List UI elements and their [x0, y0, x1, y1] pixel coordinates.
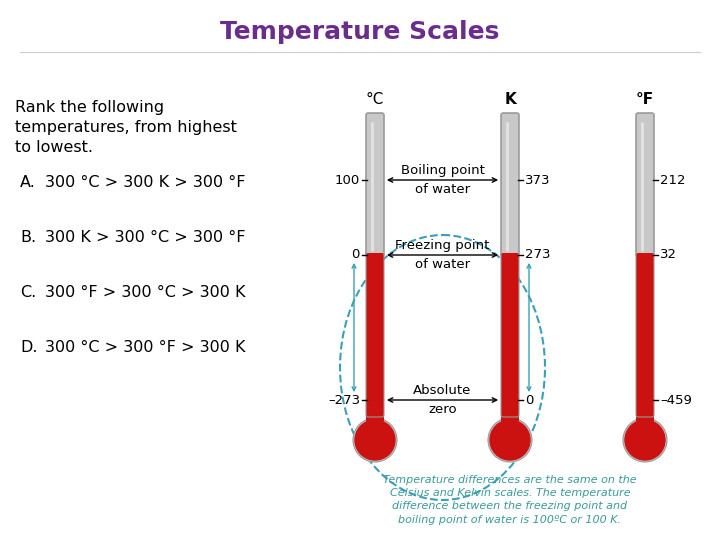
Text: –459: –459	[660, 394, 692, 407]
Text: Temperature differences are the same on the
Celsius and Kelvin scales. The tempe: Temperature differences are the same on …	[383, 475, 636, 524]
Text: 0: 0	[351, 248, 360, 261]
Text: Boiling point: Boiling point	[400, 164, 485, 177]
Circle shape	[490, 420, 530, 460]
Text: 100: 100	[335, 173, 360, 186]
Text: 212: 212	[660, 173, 685, 186]
Text: C.: C.	[20, 285, 36, 300]
Text: °C: °C	[366, 92, 384, 107]
Text: Freezing point: Freezing point	[395, 239, 490, 252]
Text: to lowest.: to lowest.	[15, 140, 93, 155]
FancyBboxPatch shape	[366, 253, 384, 422]
Circle shape	[353, 418, 397, 462]
Text: Absolute: Absolute	[413, 384, 472, 397]
Circle shape	[623, 418, 667, 462]
Text: temperatures, from highest: temperatures, from highest	[15, 120, 237, 135]
Text: Temperature Scales: Temperature Scales	[220, 20, 500, 44]
Text: K: K	[504, 92, 516, 107]
FancyBboxPatch shape	[501, 113, 519, 257]
Text: 300 °C > 300 K > 300 °F: 300 °C > 300 K > 300 °F	[45, 175, 246, 190]
Text: D.: D.	[20, 340, 37, 355]
Text: 0: 0	[525, 394, 534, 407]
Text: °F: °F	[636, 92, 654, 107]
Text: 300 °F > 300 °C > 300 K: 300 °F > 300 °C > 300 K	[45, 285, 246, 300]
Text: 300 °C > 300 °F > 300 K: 300 °C > 300 °F > 300 K	[45, 340, 246, 355]
Circle shape	[625, 420, 665, 460]
Text: 32: 32	[660, 248, 677, 261]
Text: B.: B.	[20, 230, 36, 245]
Text: of water: of water	[415, 183, 470, 196]
FancyBboxPatch shape	[366, 113, 384, 257]
Text: Rank the following: Rank the following	[15, 100, 164, 115]
FancyBboxPatch shape	[501, 253, 519, 422]
Circle shape	[488, 418, 532, 462]
Circle shape	[355, 420, 395, 460]
Text: A.: A.	[20, 175, 36, 190]
Text: 273: 273	[525, 248, 551, 261]
FancyBboxPatch shape	[636, 113, 654, 257]
Text: –273: –273	[328, 394, 360, 407]
Text: of water: of water	[415, 258, 470, 271]
Text: 373: 373	[525, 173, 551, 186]
FancyBboxPatch shape	[636, 253, 654, 422]
Text: zero: zero	[428, 403, 456, 416]
Text: 300 K > 300 °C > 300 °F: 300 K > 300 °C > 300 °F	[45, 230, 246, 245]
